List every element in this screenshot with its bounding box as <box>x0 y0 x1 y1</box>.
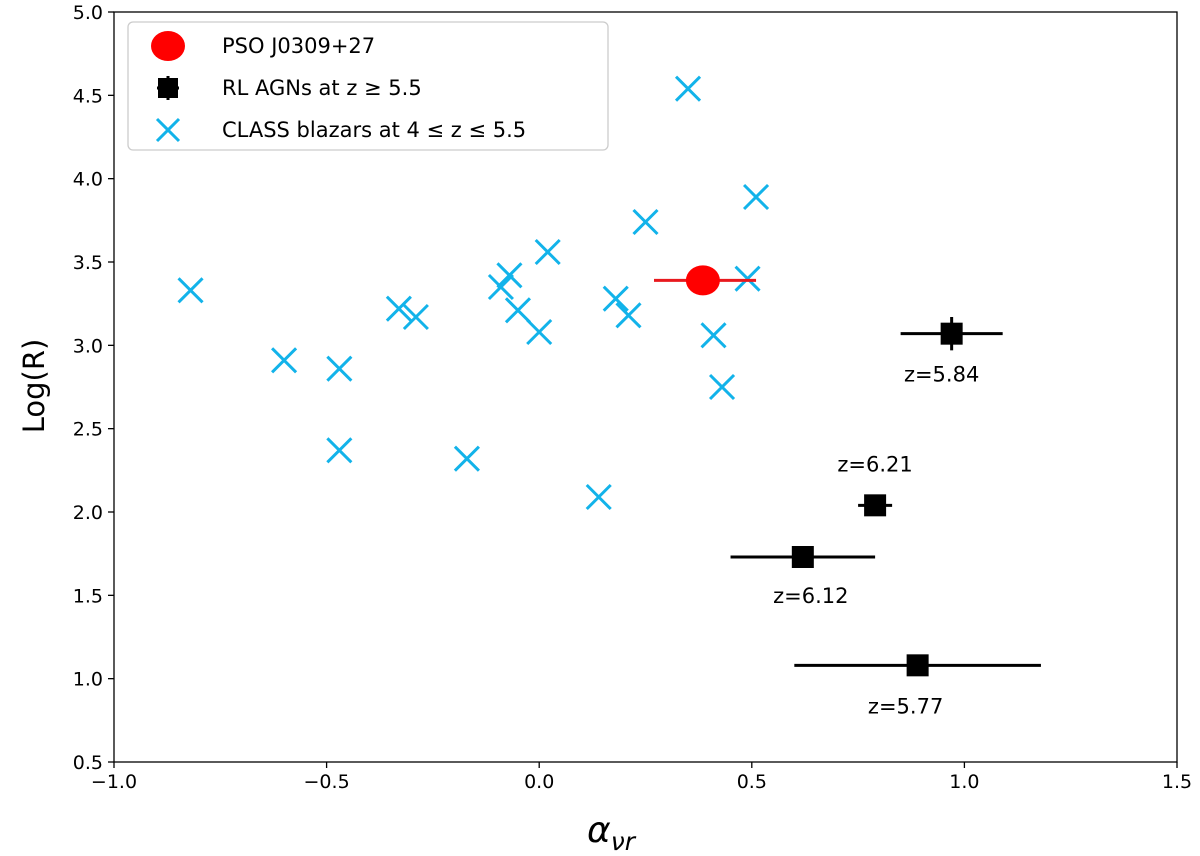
data-marks <box>177 75 1041 677</box>
x-tick-label: 1.0 <box>949 771 979 793</box>
legend-entry-pso: PSO J0309+27 <box>151 31 375 61</box>
legend-marker-rl-agn <box>158 78 178 98</box>
y-tick-label: 3.0 <box>73 335 103 357</box>
point-annotations: z=5.84 z=6.21 z=6.12 z=5.77 <box>773 363 979 719</box>
y-tick-label: 2.5 <box>73 419 103 441</box>
x-axis: −1.0 −0.5 0.0 0.5 1.0 1.5 <box>91 762 1192 793</box>
legend-marker-class-blazars <box>155 117 181 143</box>
class-blazar-point <box>734 265 761 292</box>
y-tick-label: 0.5 <box>73 752 103 774</box>
y-tick-label: 1.5 <box>73 585 103 607</box>
x-axis-title-subscript: νr <box>611 827 637 856</box>
y-tick-label: 2.0 <box>73 502 103 524</box>
class-blazar-point <box>326 355 353 382</box>
class-blazar-point <box>504 297 532 324</box>
y-tick-label: 3.5 <box>73 252 103 274</box>
class-blazar-point <box>487 273 514 301</box>
x-axis-title: ανr <box>587 810 637 856</box>
y-axis-title: Log(R) <box>17 339 51 434</box>
x-tick-label: −0.5 <box>304 771 350 793</box>
class-blazar-point <box>615 302 642 329</box>
y-tick-label: 1.0 <box>73 669 103 691</box>
y-tick-label: 4.5 <box>73 85 103 107</box>
class-blazar-point <box>632 208 659 236</box>
redshift-label: z=5.77 <box>868 694 943 718</box>
x-tick-label: 0.5 <box>737 771 767 793</box>
class-blazar-point <box>177 277 204 304</box>
legend-label-pso: PSO J0309+27 <box>222 34 375 58</box>
rl-agn-point <box>906 654 929 677</box>
class-blazar-point <box>534 238 561 266</box>
class-blazar-point <box>402 303 429 331</box>
legend-box <box>127 21 609 151</box>
y-axis: 0.5 1.0 1.5 2.0 2.5 3.0 3.5 4.0 4.5 5.0 <box>73 2 114 774</box>
legend: PSO J0309+27 RL AGNs at z ≥ 5.5 CLASS bl… <box>127 21 609 151</box>
legend-marker-pso <box>151 31 185 61</box>
class-blazar-point <box>674 75 702 102</box>
redshift-label: z=6.21 <box>837 452 912 476</box>
plot-area <box>113 11 1178 763</box>
pso-point <box>685 265 720 296</box>
x-axis-title-symbol: α <box>587 810 611 851</box>
legend-entry-class-blazars: CLASS blazars at 4 ≤ z ≤ 5.5 <box>155 117 526 143</box>
redshift-label: z=5.84 <box>904 363 979 387</box>
class-blazar-point <box>526 318 553 346</box>
class-blazar-point <box>700 322 727 349</box>
class-blazar-point <box>496 262 523 289</box>
y-tick-label: 5.0 <box>73 2 103 24</box>
legend-label-class-blazars: CLASS blazars at 4 ≤ z ≤ 5.5 <box>222 118 526 142</box>
x-tick-label: 0.0 <box>524 771 554 793</box>
class-blazar-point <box>602 285 629 312</box>
rl-agn-point <box>940 322 963 345</box>
rl-agn-point <box>864 494 887 517</box>
x-tick-label: −1.0 <box>91 771 137 793</box>
class-blazar-point <box>585 483 612 511</box>
class-blazar-point <box>271 347 298 374</box>
legend-entry-rl-agn: RL AGNs at z ≥ 5.5 <box>157 76 422 100</box>
y-tick-label: 4.0 <box>73 169 103 191</box>
legend-label-rl-agn: RL AGNs at z ≥ 5.5 <box>222 76 422 100</box>
class-blazar-point <box>742 183 770 211</box>
class-blazar-point <box>708 373 736 401</box>
class-blazar-point <box>453 445 480 472</box>
redshift-label: z=6.12 <box>773 584 848 608</box>
rl-agn-point <box>791 546 814 568</box>
x-tick-label: 1.5 <box>1162 771 1192 793</box>
class-blazar-point <box>385 295 412 322</box>
class-blazar-point <box>326 437 353 464</box>
